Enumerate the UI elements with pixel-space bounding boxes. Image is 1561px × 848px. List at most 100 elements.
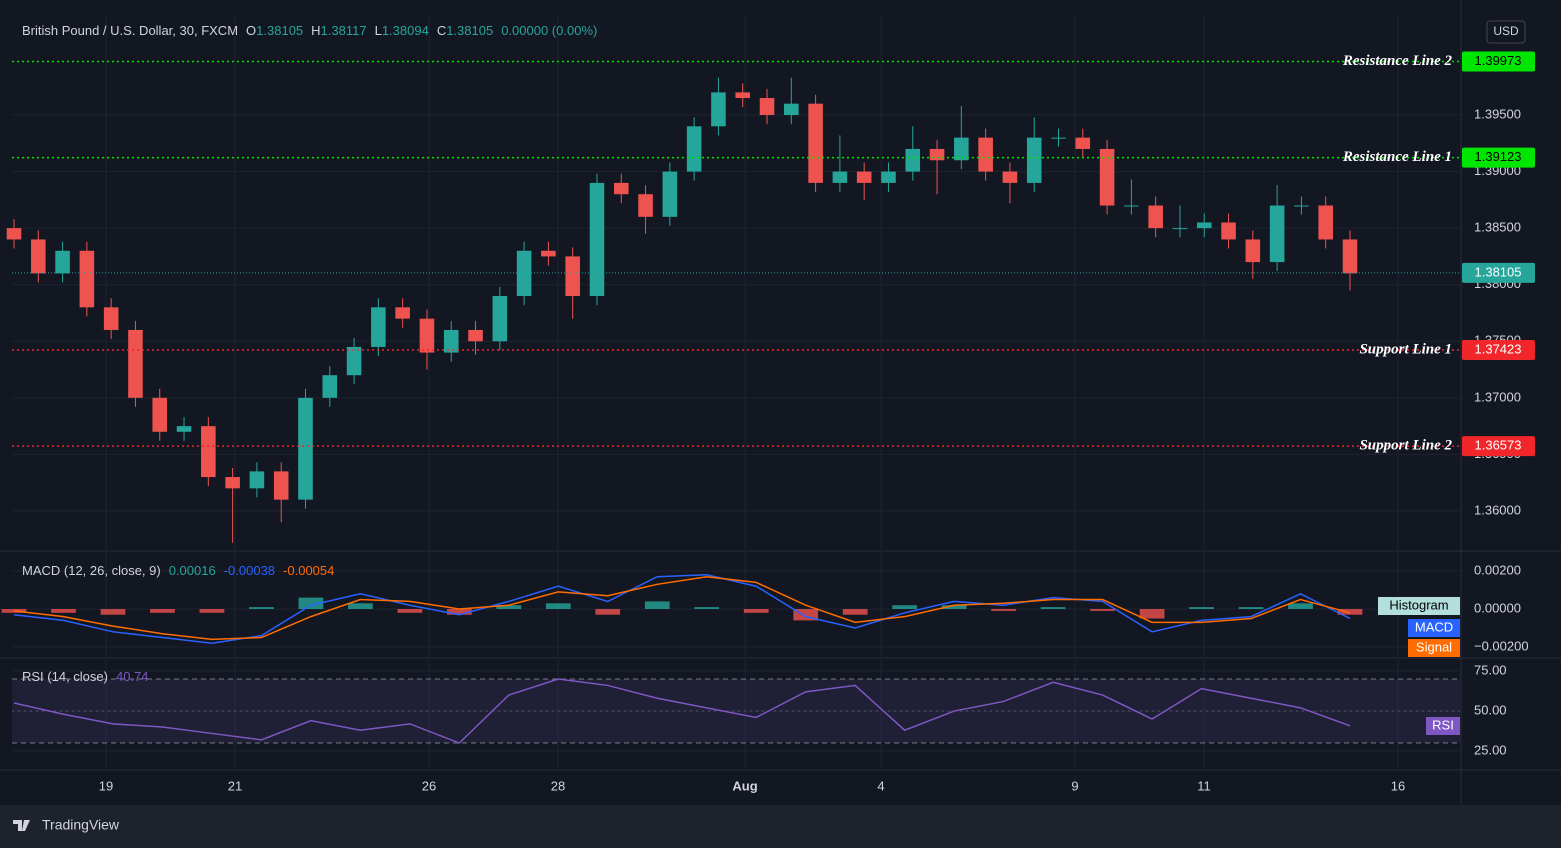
candle-body (832, 171, 848, 183)
level-price-label: 1.37423 (1475, 341, 1522, 356)
footer-bar (0, 805, 1561, 848)
legend-badge (1378, 597, 1460, 615)
candle-body (978, 137, 993, 172)
histogram-bar (397, 609, 423, 613)
histogram-bar (644, 601, 670, 610)
header-c-label: C (437, 23, 446, 38)
candle-body (1221, 222, 1236, 240)
histogram-bar (1, 609, 27, 613)
candle-body (1002, 171, 1018, 183)
last-price-label: 1.38105 (1475, 264, 1522, 279)
header-l-label: L (375, 23, 382, 38)
y-tick-label: 75.00 (1474, 662, 1507, 677)
candle-body (565, 256, 580, 297)
candle-body (79, 250, 95, 308)
currency-button[interactable] (1486, 20, 1526, 44)
x-tick-label: Aug (732, 778, 757, 793)
macd-line (13, 575, 1351, 641)
rsi-header-value: 40.74 (116, 669, 149, 684)
candle-body (322, 375, 338, 398)
candle-body (1026, 137, 1042, 183)
candle-body (201, 426, 216, 478)
candle-body (298, 397, 313, 500)
legend-badge (1408, 619, 1460, 637)
histogram-bar (1189, 607, 1214, 610)
candle-body (905, 148, 921, 172)
x-tick-label: 9 (1071, 778, 1078, 793)
last-price-box (1462, 262, 1535, 283)
candle-body (735, 92, 751, 99)
brand-logo (13, 820, 30, 831)
candle-body (1294, 205, 1309, 207)
histogram-bar (892, 605, 918, 610)
candle-body (1051, 137, 1066, 139)
histogram-bar (446, 609, 472, 615)
y-tick-label: 1.37000 (1474, 389, 1521, 404)
y-tick-label: 0.00000 (1474, 600, 1521, 615)
y-tick-label: 50.00 (1474, 702, 1507, 717)
histogram-bar (941, 605, 967, 610)
candle-body (638, 194, 653, 217)
header-c: 1.38105 (446, 23, 493, 38)
brand-name: TradingView (42, 817, 120, 833)
macd-header-value: 0.00016 (169, 563, 216, 578)
x-tick-label: 26 (422, 778, 436, 793)
macd-header-value: -0.00038 (224, 563, 275, 578)
histogram-bar (100, 609, 126, 615)
candle-body (516, 250, 532, 297)
candle-body (589, 182, 605, 297)
candle-body (1342, 239, 1358, 274)
candle-body (103, 307, 119, 330)
legend-badge (1426, 717, 1460, 735)
candle-body (1124, 205, 1139, 207)
candle-body (686, 126, 702, 172)
rsi-line (13, 678, 1351, 744)
histogram-bar (991, 609, 1016, 611)
histogram-bar (348, 603, 373, 610)
candle-body (31, 239, 46, 274)
header-change: 0.00000 (0.00%) (501, 23, 597, 38)
candle-body (929, 148, 945, 161)
level-price-label: 1.39973 (1475, 53, 1522, 68)
level-name: Support Line 2 (1359, 438, 1452, 454)
histogram-bar (1040, 607, 1066, 610)
level-name: Resistance Line 2 (1342, 53, 1453, 69)
histogram-bar (694, 607, 720, 610)
candle-body (541, 250, 556, 257)
header-l: 1.38094 (382, 23, 429, 38)
macd-header-value: -0.00054 (283, 563, 334, 578)
currency-label[interactable]: USD (1493, 24, 1519, 38)
macd-header: MACD (12, 26, close, 9) 0.00016 -0.00038 -0… (22, 563, 334, 578)
histogram-bar (545, 603, 571, 610)
legend-label: MACD (1415, 619, 1453, 634)
brand[interactable]: TradingView (13, 817, 120, 833)
y-tick-label: −0.00200 (1474, 638, 1529, 653)
histogram-bar (743, 609, 769, 613)
candle-body (176, 426, 192, 432)
legend-label: RSI (1432, 717, 1454, 732)
candle-body (273, 471, 289, 500)
level-name: Support Line 1 (1359, 341, 1452, 357)
x-tick-label: 19 (99, 778, 113, 793)
candle-body (128, 329, 143, 398)
histogram-bar (249, 607, 274, 610)
candle-body (1075, 137, 1091, 149)
y-tick-label: 1.36000 (1474, 502, 1521, 517)
legend-badge (1408, 639, 1460, 657)
header-h-label: H (311, 23, 320, 38)
candle-body (711, 92, 726, 127)
y-tick-label: 25.00 (1474, 742, 1507, 757)
candle-body (1269, 205, 1285, 263)
level-price-label: 1.36573 (1475, 438, 1522, 453)
histogram-bar (793, 609, 819, 621)
candle-body (784, 103, 799, 116)
macd-title: MACD (12, 26, close, 9) (22, 563, 161, 578)
candle-body (492, 296, 508, 342)
candle-body (6, 228, 22, 240)
legend-label: Histogram (1389, 597, 1448, 612)
rsi-header: RSI (14, close) 40.74 (22, 669, 149, 684)
histogram-bar (1337, 609, 1363, 615)
level-price-box (1462, 436, 1535, 457)
candle-body (152, 397, 168, 432)
